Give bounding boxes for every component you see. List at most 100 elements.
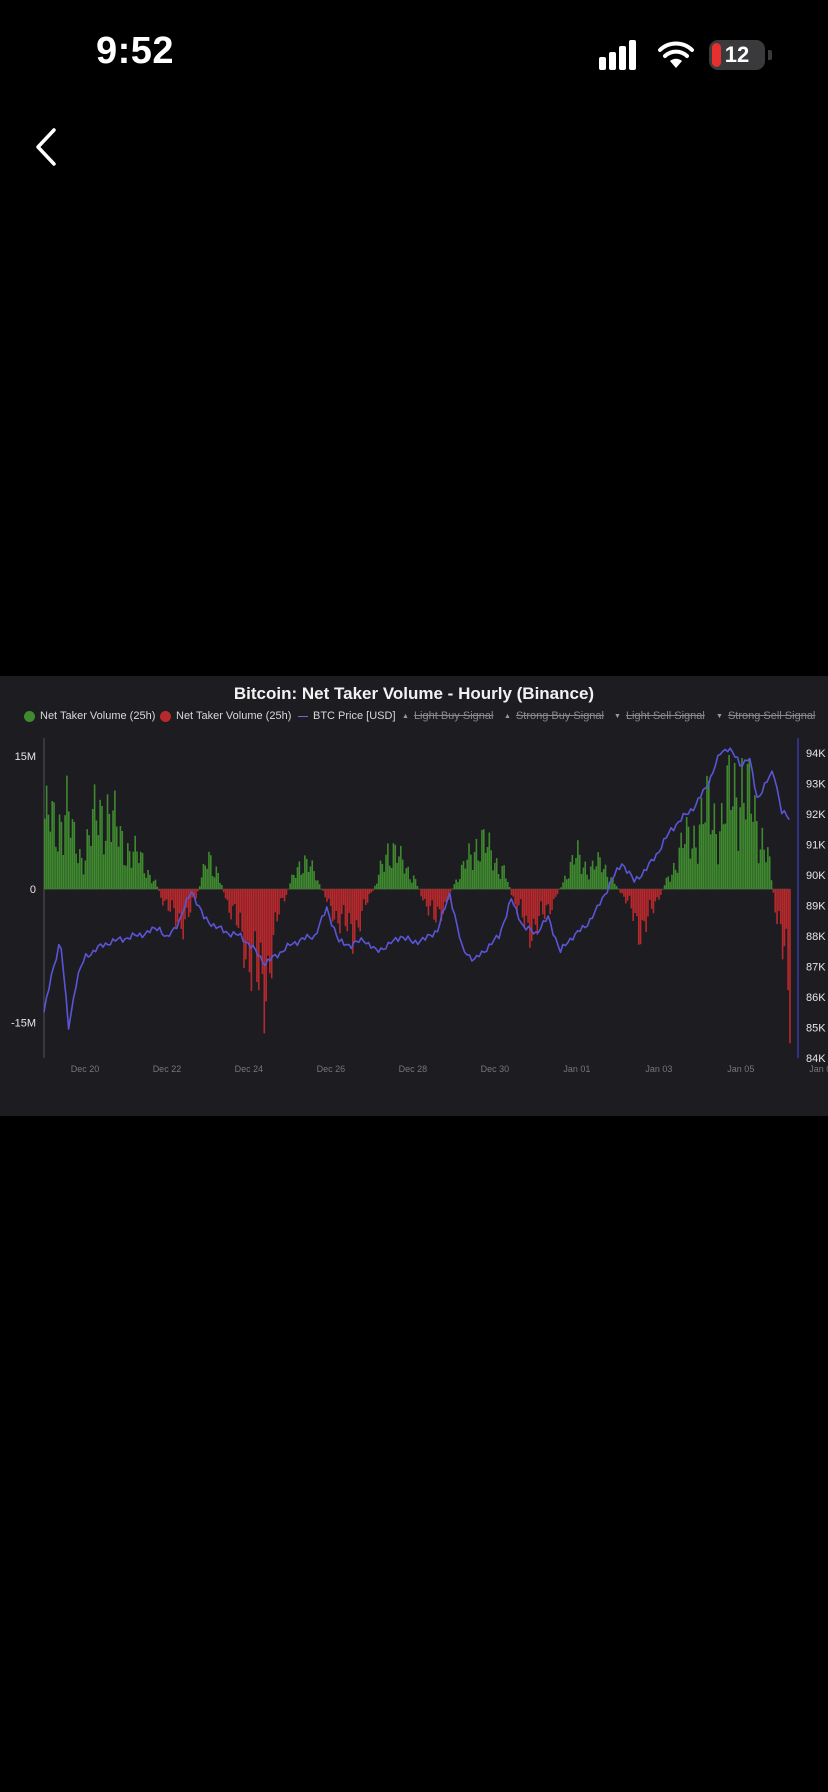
x-tick-label: Dec 22	[153, 1064, 182, 1074]
buy-volume-bar	[577, 840, 579, 890]
back-button[interactable]	[30, 122, 64, 172]
sell-volume-bar	[538, 889, 540, 916]
buy-volume-bar	[755, 821, 758, 890]
buy-volume-bar	[300, 874, 302, 890]
legend-item-sell-volume[interactable]: Net Taker Volume (25h)	[160, 710, 291, 722]
buy-volume-bar	[733, 762, 736, 890]
sell-volume-bar	[281, 889, 284, 898]
legend-item-light-sell[interactable]: ▼ Light Sell Signal	[614, 710, 705, 722]
sell-volume-bar	[158, 889, 160, 892]
sell-volume-bar	[237, 889, 240, 929]
buy-volume-bar	[383, 871, 385, 890]
sell-volume-bar	[344, 889, 347, 927]
buy-volume-bar	[101, 805, 103, 890]
sell-volume-bar	[774, 889, 777, 913]
x-tick-label: Jan 07	[809, 1064, 828, 1074]
sell-volume-bar	[625, 889, 627, 904]
buy-volume-bar	[475, 838, 478, 890]
buy-volume-bar	[501, 865, 504, 890]
buy-volume-bar	[316, 880, 319, 890]
sell-volume-bar	[261, 889, 264, 975]
buy-volume-bar	[588, 879, 590, 890]
buy-volume-bar	[104, 840, 107, 890]
buy-volume-bar	[613, 883, 616, 890]
sell-volume-bar	[274, 889, 277, 913]
sell-volume-bar	[628, 889, 631, 896]
sell-volume-bar	[532, 889, 535, 919]
buy-volume-bar	[136, 851, 138, 890]
sell-volume-bar	[364, 889, 367, 906]
buy-volume-bar	[693, 825, 695, 890]
buy-volume-bar	[591, 860, 594, 890]
buy-volume-bar	[604, 864, 607, 890]
buy-volume-bar	[412, 875, 415, 890]
triangle-down-icon: ▼	[614, 712, 621, 720]
buy-volume-bar	[320, 889, 323, 890]
sell-volume-bar	[556, 889, 559, 895]
buy-volume-bar	[615, 886, 618, 890]
legend-item-buy-volume[interactable]: Net Taker Volume (25h)	[24, 710, 155, 722]
buy-volume-bar	[477, 860, 480, 890]
buy-volume-bar	[610, 877, 612, 890]
buy-volume-bar	[64, 815, 66, 890]
buy-volume-bar	[75, 853, 77, 890]
buy-volume-bar	[584, 861, 587, 890]
buy-volume-bar	[53, 802, 55, 890]
sell-volume-bar	[654, 889, 657, 902]
sell-volume-bar	[446, 889, 448, 903]
sell-volume-bar	[510, 889, 513, 896]
buy-volume-bar	[582, 867, 585, 890]
status-bar: 9:52 12	[0, 0, 828, 110]
legend-item-strong-buy[interactable]: ▲ Strong Buy Signal	[504, 710, 604, 722]
sell-volume-bar	[423, 889, 426, 899]
sell-volume-bar	[433, 889, 435, 920]
buy-volume-bar	[763, 849, 765, 890]
sell-volume-bar	[787, 889, 789, 991]
right-tick-label: 88K	[806, 931, 826, 943]
legend-item-light-buy[interactable]: ▲ Light Buy Signal	[402, 710, 493, 722]
sell-volume-bar	[348, 889, 350, 913]
buy-volume-bar	[471, 870, 474, 890]
buy-volume-bar	[748, 757, 751, 890]
buy-volume-bar	[134, 835, 136, 890]
sell-volume-bar	[431, 889, 433, 901]
buy-volume-bar	[123, 865, 125, 890]
sell-volume-bar	[785, 889, 788, 929]
buy-volume-bar	[313, 871, 315, 890]
line-icon	[298, 715, 308, 717]
x-tick-label: Dec 26	[317, 1064, 346, 1074]
sell-volume-bar	[650, 889, 653, 909]
buy-volume-bar	[678, 847, 681, 890]
buy-volume-bar	[399, 845, 402, 890]
buy-volume-bar	[79, 848, 81, 890]
buy-volume-bar	[305, 858, 308, 890]
buy-volume-bar	[294, 877, 297, 890]
buy-volume-bar	[152, 880, 155, 890]
legend-item-strong-sell[interactable]: ▼ Strong Sell Signal	[716, 710, 815, 722]
red-dot-icon	[160, 710, 171, 722]
buy-volume-bar	[466, 859, 468, 890]
buy-volume-bar	[66, 775, 68, 890]
buy-volume-bar	[219, 882, 221, 890]
sell-volume-bar	[554, 889, 557, 897]
buy-volume-bar	[379, 860, 382, 890]
buy-volume-bar	[719, 831, 721, 890]
buy-volume-bar	[479, 861, 481, 890]
buy-volume-bar	[409, 879, 411, 890]
buy-volume-bar	[405, 868, 408, 890]
buy-volume-bar	[682, 848, 684, 890]
buy-volume-bar	[597, 852, 599, 890]
x-tick-label: Dec 28	[399, 1064, 428, 1074]
legend-item-btc-price[interactable]: BTC Price [USD]	[298, 710, 396, 722]
sell-volume-bar	[634, 889, 636, 914]
wifi-icon	[658, 41, 694, 68]
sell-volume-bar	[324, 889, 326, 898]
buy-volume-bar	[49, 831, 52, 890]
sell-volume-bar	[361, 889, 363, 911]
buy-volume-bar	[451, 888, 454, 890]
buy-volume-bar	[73, 821, 76, 890]
buy-volume-bar	[291, 874, 293, 890]
buy-volume-bar	[743, 802, 745, 890]
buy-volume-bar	[82, 874, 85, 890]
buy-volume-bar	[211, 875, 214, 890]
